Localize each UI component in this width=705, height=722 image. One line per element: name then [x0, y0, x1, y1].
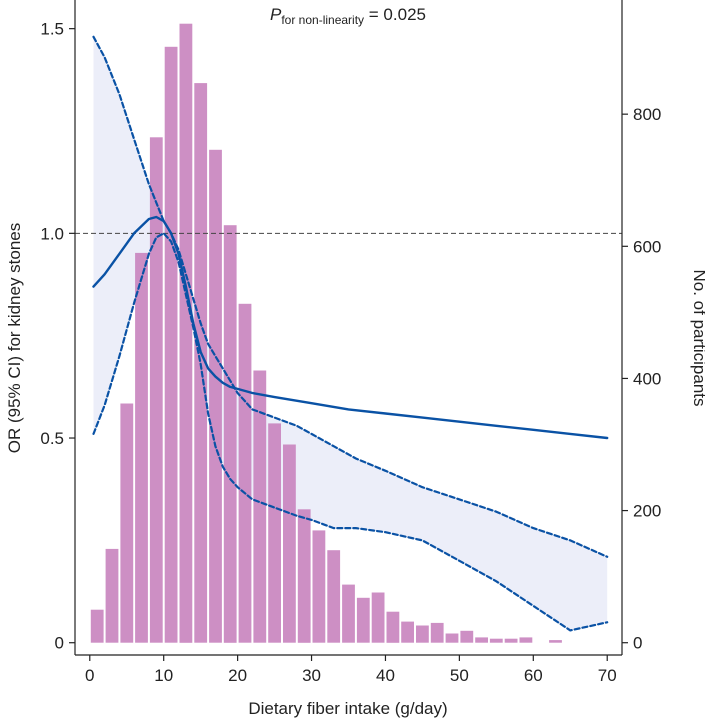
p-nonlinearity-annotation: Pfor non-linearity = 0.025 — [270, 5, 426, 27]
histogram-bar — [223, 225, 237, 643]
left-y-tick-label: 1.0 — [40, 224, 64, 243]
histogram-bar — [297, 509, 311, 643]
histogram-bar — [386, 611, 400, 643]
x-tick-label: 40 — [376, 666, 395, 685]
histogram-bar — [283, 444, 296, 643]
left-y-axis-ticks: 0 0.5 1.0 1.5 — [40, 20, 75, 653]
histogram-bar — [253, 370, 267, 643]
right-y-tick-label: 0 — [633, 634, 642, 653]
p-value: = 0.025 — [364, 5, 426, 24]
histogram-bar — [238, 303, 252, 643]
x-tick-label: 10 — [154, 666, 173, 685]
histogram-bar — [164, 46, 178, 643]
histogram-bar — [416, 625, 429, 643]
lower-ci-line — [92, 232, 609, 632]
p-subscript: for non-linearity — [281, 13, 364, 27]
right-y-tick-label: 600 — [633, 237, 661, 256]
x-tick-label: 30 — [302, 666, 321, 685]
histogram-bar — [549, 640, 562, 643]
histogram-bar — [371, 592, 385, 643]
histogram-bar — [268, 423, 281, 643]
histogram-bar — [342, 584, 355, 643]
x-tick-label: 50 — [450, 666, 469, 685]
histogram-bar — [327, 550, 341, 643]
histogram-bar — [401, 621, 414, 643]
histogram-bar — [519, 637, 533, 643]
curve-layer — [92, 35, 609, 632]
histogram-bar — [460, 630, 474, 643]
histogram-bar — [430, 622, 444, 643]
right-y-tick-label: 800 — [633, 105, 661, 124]
x-tick-label: 60 — [524, 666, 543, 685]
right-y-tick-label: 400 — [633, 369, 661, 388]
right-y-axis-ticks: 0 200 400 600 800 — [622, 105, 661, 653]
upper-ci-line — [92, 35, 609, 558]
histogram-bar — [475, 637, 488, 643]
histogram-bar — [90, 609, 104, 643]
or-estimate-line — [92, 215, 609, 440]
histogram-bar — [209, 149, 222, 643]
histogram-bar — [135, 252, 148, 643]
left-y-tick-label: 0.5 — [40, 429, 64, 448]
x-tick-label: 0 — [85, 666, 94, 685]
histogram-bar — [105, 548, 119, 643]
x-axis-ticks: 0 10 20 30 40 50 60 70 — [85, 655, 617, 685]
histogram-bar — [179, 23, 193, 643]
x-tick-label: 70 — [598, 666, 617, 685]
x-tick-label: 20 — [228, 666, 247, 685]
left-y-tick-label: 0 — [55, 634, 64, 653]
right-y-tick-label: 200 — [633, 502, 661, 521]
x-axis-title: Dietary fiber intake (g/day) — [248, 699, 447, 718]
histogram-bar — [445, 633, 459, 643]
histogram-bar — [489, 638, 503, 643]
right-y-axis-title: No. of participants — [690, 269, 705, 406]
histogram-bar — [504, 638, 518, 643]
left-y-axis-title: OR (95% CI) for kidney stones — [5, 223, 24, 454]
left-y-tick-label: 1.5 — [40, 20, 64, 39]
histogram-bar — [312, 530, 326, 643]
histogram-bar — [120, 403, 134, 643]
histogram-bar — [356, 597, 370, 643]
histogram-bar — [149, 137, 163, 643]
axes — [74, 0, 623, 656]
p-symbol: P — [270, 5, 282, 24]
